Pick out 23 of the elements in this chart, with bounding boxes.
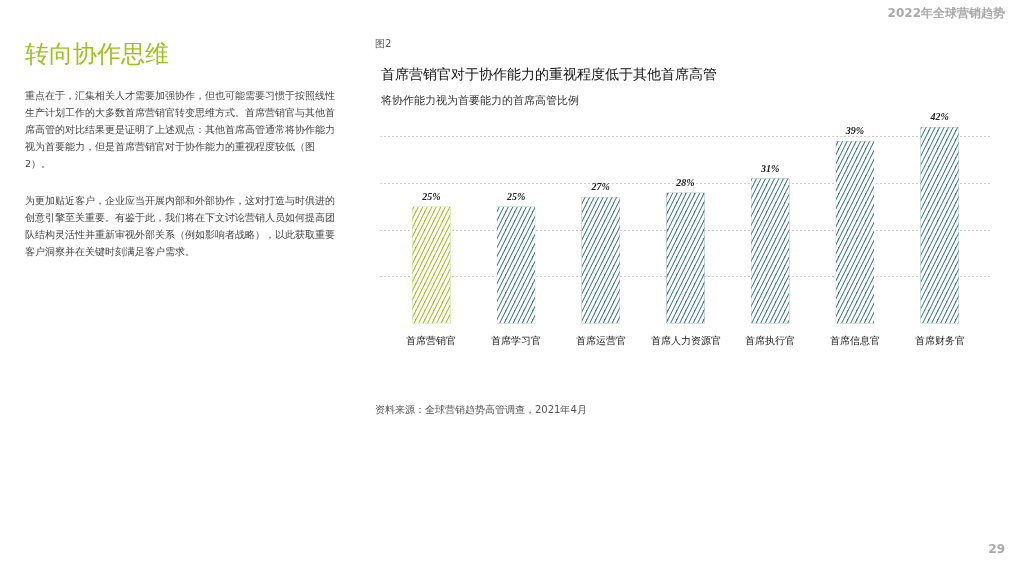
data-label: 31% xyxy=(760,162,780,174)
data-label: 25% xyxy=(505,190,526,202)
x-tick-label: 首席执行官 xyxy=(745,334,796,346)
data-label: 25% xyxy=(421,190,441,202)
x-tick-label: 首席人力资源官 xyxy=(650,334,721,346)
x-tick-label: 首席财务官 xyxy=(914,334,965,346)
data-label: 39% xyxy=(844,125,865,137)
x-tick-label: 首席运营官 xyxy=(575,334,626,346)
x-tick-label: 首席学习官 xyxy=(491,334,542,346)
chart-subtitle: 将协作能力视为首要能力的首席高管比例 xyxy=(379,93,579,107)
text: 2022年全球营销趋势 xyxy=(887,5,1005,22)
data-label: 27% xyxy=(590,181,610,193)
text: 为更加贴近客户，企业应当开展内部和外部协作，这对打造与时俱进的创意引擎至关重要。有鉴于此，我们将在下文讨论营销人员如何提高团队结构灵活性并重新审视外部关系（例如影响者战略），以此获取重要客户洞察并在关键时刻满足客户需求。 xyxy=(25,194,336,259)
x-tick-label: 首席营销官 xyxy=(406,334,457,346)
caption: 图2 xyxy=(375,37,392,51)
data-label: 42% xyxy=(929,111,949,123)
chart-title: 首席营销官对于协作能力的重视程度低于其他首席高管 xyxy=(380,65,717,82)
text: 资料来源：全球营销趋势高管调查，2021年4月 xyxy=(375,403,587,417)
text: 29 xyxy=(988,541,1005,558)
text: 重点在于，汇集相关人才需要加强协作，但也可能需要习惯于按照线性生产计划工作的大多数首席营销官转变思维方式。首席营销官与其他首席高管的对比结果更是证明了上述观点：其他首席高管通常将协作能力视为首要能力，但是首席营销官对于协作能力的重视程度较低（图2）。 xyxy=(25,89,336,171)
text: 转向协作思维 xyxy=(25,39,169,70)
data-label: 28% xyxy=(675,176,695,188)
x-tick-label: 首席信息官 xyxy=(829,334,880,346)
